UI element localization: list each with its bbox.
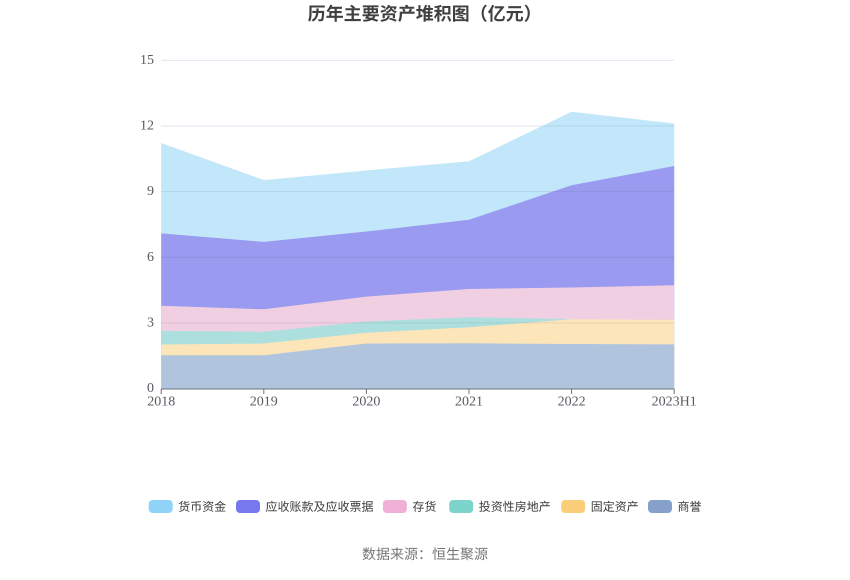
svg-text:12: 12	[140, 119, 154, 134]
svg-text:2020: 2020	[352, 395, 380, 410]
svg-text:6: 6	[147, 250, 154, 265]
svg-text:2023H1: 2023H1	[652, 395, 697, 410]
svg-text:3: 3	[147, 316, 154, 331]
svg-text:2022: 2022	[558, 395, 586, 410]
svg-text:15: 15	[140, 53, 154, 68]
svg-text:2019: 2019	[250, 395, 278, 410]
svg-text:0: 0	[147, 381, 154, 396]
svg-text:9: 9	[147, 184, 154, 199]
svg-text:2018: 2018	[147, 395, 175, 410]
svg-text:2021: 2021	[455, 395, 483, 410]
